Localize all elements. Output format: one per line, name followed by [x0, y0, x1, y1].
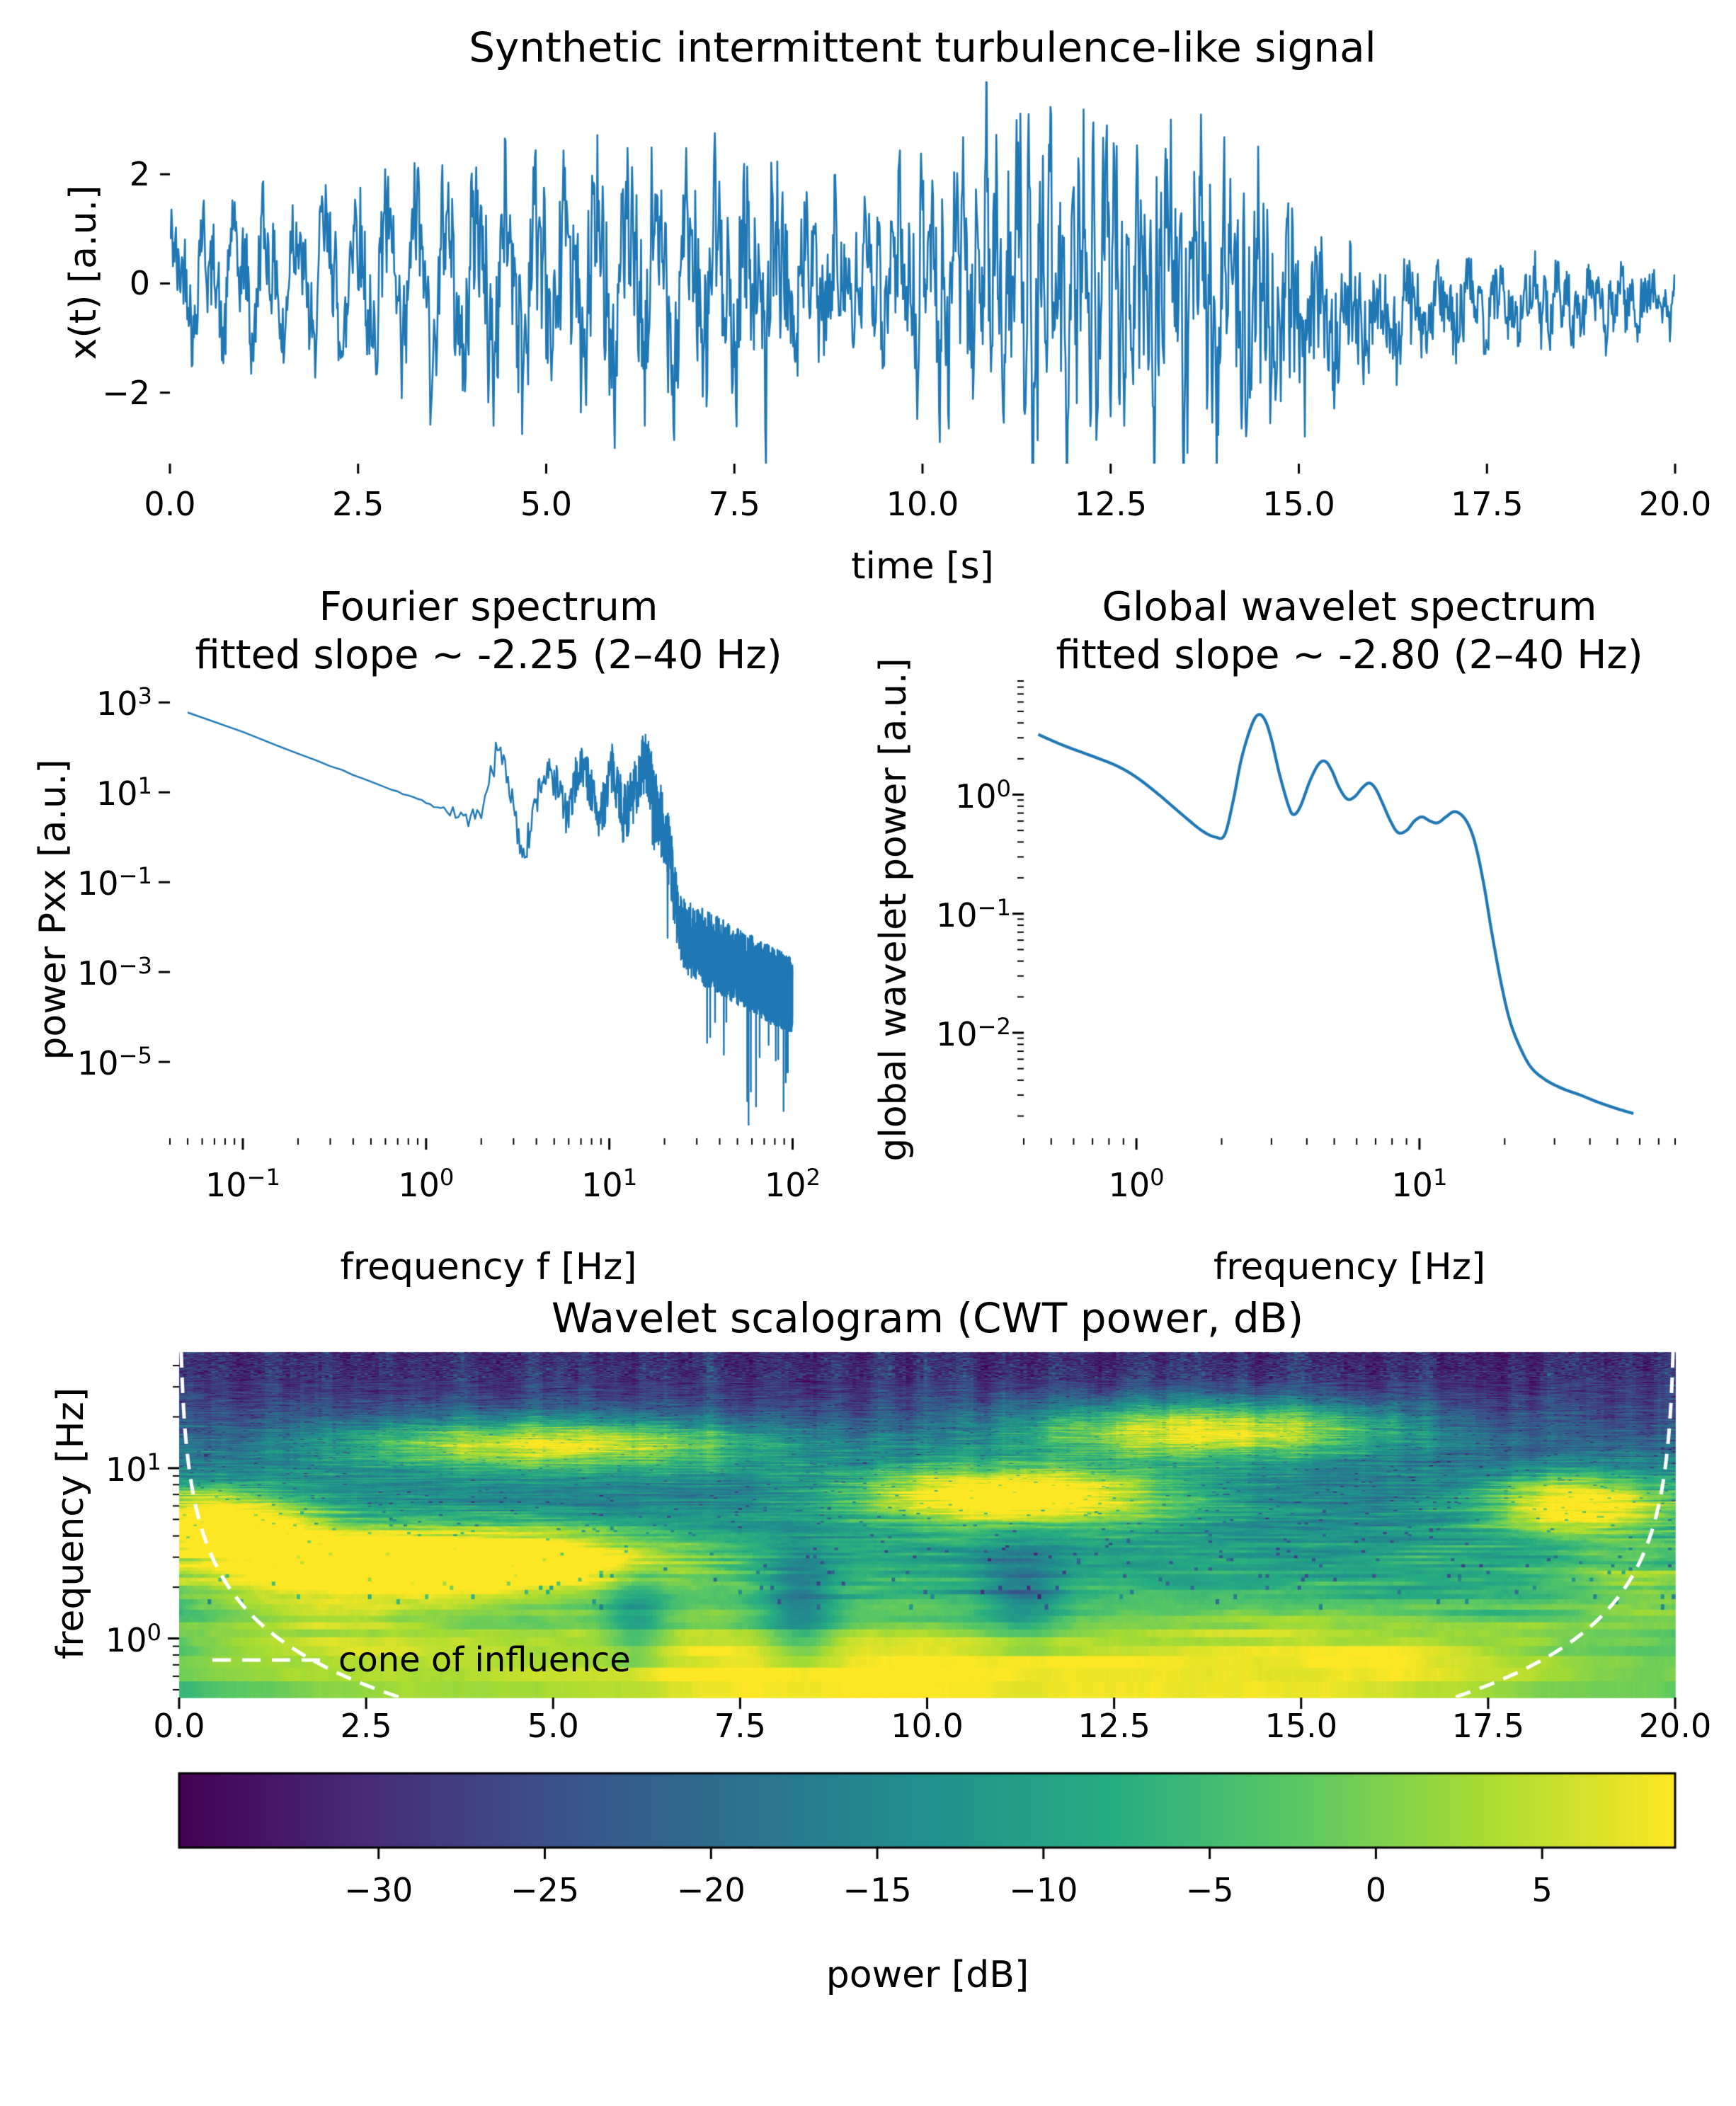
- scalogram-title: Wavelet scalogram (CWT power, dB): [551, 1294, 1304, 1342]
- colorbar-tick-label: −15: [843, 1871, 912, 1909]
- fourier-x-tick-label: 102: [764, 1163, 821, 1205]
- signal-x-tick-label: 2.5: [332, 485, 384, 523]
- scalogram-y-tick-label: 101: [105, 1448, 161, 1489]
- colorbar-tick-label: 0: [1365, 1871, 1387, 1909]
- gws-title-line2: fitted slope ~ -2.80 (2–40 Hz): [1056, 632, 1643, 678]
- signal-x-tick-label: 10.0: [886, 485, 959, 523]
- fourier-y-tick-label: 10−5: [77, 1041, 152, 1083]
- scalogram-y-tick-label: 100: [105, 1618, 161, 1659]
- signal-xlabel: time [s]: [851, 545, 994, 588]
- scalogram-x-tick-label: 17.5: [1451, 1707, 1525, 1745]
- signal-x-tick-label: 7.5: [708, 485, 760, 523]
- fourier-xlabel: frequency f [Hz]: [340, 1246, 637, 1288]
- coi-legend-label: cone of influence: [338, 1640, 631, 1680]
- scalogram-x-tick-label: 20.0: [1638, 1707, 1712, 1745]
- colorbar-tick-label: −10: [1009, 1871, 1078, 1909]
- gws-title-line1: Global wavelet spectrum: [1102, 584, 1597, 630]
- scalogram-ylabel: frequency [Hz]: [50, 1387, 92, 1660]
- scalogram-x-tick-label: 5.0: [527, 1707, 579, 1745]
- scalogram-x-tick-label: 0.0: [153, 1707, 205, 1745]
- colorbar-tick-label: −5: [1185, 1871, 1234, 1909]
- fourier-x-tick-label: 100: [398, 1163, 455, 1205]
- signal-x-tick-label: 17.5: [1451, 485, 1524, 523]
- signal-y-tick-label: −2: [102, 373, 150, 412]
- fourier-ylabel: power Pxx [a.u.]: [32, 759, 74, 1060]
- gws-x-tick-label: 101: [1391, 1163, 1448, 1205]
- gws-ylabel: global wavelet power [a.u.]: [872, 658, 915, 1162]
- fourier-x-tick-label: 10−1: [205, 1163, 280, 1205]
- fourier-title-line2: fitted slope ~ -2.25 (2–40 Hz): [195, 632, 782, 678]
- signal-title: Synthetic intermittent turbulence-like s…: [469, 23, 1376, 71]
- signal-x-tick-label: 20.0: [1638, 485, 1712, 523]
- fourier-x-tick-label: 101: [581, 1163, 638, 1205]
- scalogram-x-tick-label: 15.0: [1264, 1707, 1337, 1745]
- scalogram-x-tick-label: 12.5: [1078, 1707, 1150, 1745]
- colorbar-label: power [dB]: [826, 1954, 1029, 1996]
- fourier-y-tick-label: 10−1: [77, 862, 152, 903]
- scalogram-x-tick-label: 10.0: [891, 1707, 964, 1745]
- gws-y-tick-label: 10−1: [936, 893, 1011, 934]
- signal-y-tick-label: 0: [129, 264, 150, 303]
- colorbar-tick-label: −25: [510, 1871, 580, 1909]
- fourier-title-line1: Fourier spectrum: [319, 584, 658, 630]
- colorbar-tick-label: 5: [1531, 1871, 1553, 1909]
- colorbar-tick-label: −20: [676, 1871, 746, 1909]
- fourier-y-tick-label: 10−3: [77, 952, 152, 993]
- signal-x-tick-label: 5.0: [520, 485, 573, 523]
- signal-y-tick-label: 2: [129, 155, 150, 194]
- scalogram-x-tick-label: 2.5: [340, 1707, 392, 1745]
- fourier-y-tick-label: 103: [96, 682, 152, 723]
- signal-x-tick-label: 15.0: [1262, 485, 1335, 523]
- gws-xlabel: frequency [Hz]: [1213, 1246, 1486, 1288]
- signal-x-tick-label: 12.5: [1074, 485, 1147, 523]
- fourier-y-tick-label: 101: [96, 772, 152, 813]
- signal-x-tick-label: 0.0: [144, 485, 196, 523]
- gws-x-tick-label: 100: [1108, 1163, 1165, 1205]
- gws-y-tick-label: 100: [954, 774, 1011, 815]
- scalogram-x-tick-label: 7.5: [714, 1707, 766, 1745]
- gws-y-tick-label: 10−2: [936, 1012, 1011, 1054]
- colorbar-tick-label: −30: [344, 1871, 413, 1909]
- signal-ylabel: x(t) [a.u.]: [62, 185, 105, 360]
